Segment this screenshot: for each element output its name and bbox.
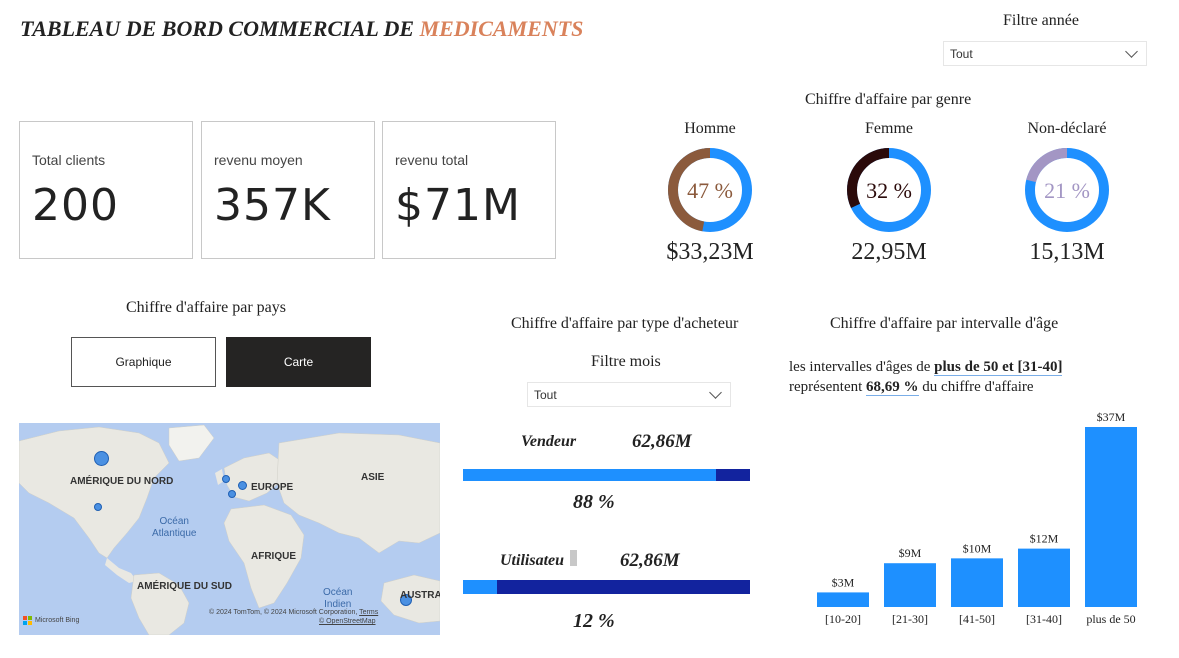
buyer-bar-fill (463, 580, 498, 594)
donut-percent: 47 % (687, 178, 733, 203)
chart-view-button[interactable]: Graphique (71, 337, 216, 387)
map-label-australia: AUSTRA (400, 590, 440, 601)
kpi-label: Total clients (32, 152, 106, 168)
kpi-value: 357K (214, 180, 331, 231)
map-ocean-atlantic: Océan Atlantique (152, 516, 197, 539)
country-section-title: Chiffre d'affaire par pays (126, 299, 286, 316)
revenue-map[interactable]: AMÉRIQUE DU NORD EUROPE ASIE AFRIQUE AMÉ… (19, 423, 440, 635)
kpi-total-clients: Total clients 200 (19, 121, 193, 259)
buyer-amount-utilisateur: 62,86M (620, 550, 680, 571)
age-insight-percent: 68,69 % (866, 379, 919, 396)
donut-share-arc (668, 148, 752, 232)
age-bar-data-label: $12M (1030, 532, 1059, 546)
donut-chart: 32 % (847, 148, 931, 232)
donut-percent: 21 % (1044, 178, 1090, 203)
buyer-label-utilisateur: Utilisateu (500, 552, 565, 569)
age-insight-highlight: plus de 50 et [31-40] (934, 359, 1063, 376)
map-label-europe: EUROPE (251, 482, 294, 493)
buyer-bar-vendeur (463, 469, 750, 481)
map-copyright: © 2024 TomTom, © 2024 Microsoft Corporat… (209, 609, 379, 616)
chevron-down-icon (709, 385, 722, 399)
age-category-label: [10-20] (825, 612, 861, 626)
month-filter-label: Filtre mois (591, 353, 661, 370)
gender-femme: Femme 32 % 22,95M (829, 120, 949, 266)
donut-chart: 21 % (1025, 148, 1109, 232)
buyer-bar-rest (463, 580, 750, 594)
month-filter-value: Tout (534, 387, 557, 402)
kpi-revenu-total: revenu total $71M (382, 121, 556, 259)
gender-amount: 22,95M (851, 239, 927, 265)
age-insight-line2: représentent 68,69 % du chiffre d'affair… (789, 379, 1034, 396)
age-bar[interactable] (817, 592, 869, 607)
donut-chart: 47 % (668, 148, 752, 232)
map-bubble[interactable] (400, 594, 412, 606)
map-ocean-indian: Océan Indien (323, 587, 353, 610)
age-category-label: [41-50] (959, 612, 995, 626)
buyer-bar-utilisateur (463, 580, 750, 594)
buyer-percent-utilisateur: 12 % (573, 610, 615, 632)
age-insight-line1: les intervalles d'âges de plus de 50 et … (789, 359, 1063, 376)
kpi-label: revenu total (395, 152, 469, 168)
map-brand: Microsoft Bing (23, 616, 79, 625)
kpi-revenu-moyen: revenu moyen 357K (201, 121, 375, 259)
gender-label: Non-déclaré (1027, 120, 1107, 137)
gender-homme: Homme 47 % $33,23M (650, 120, 770, 266)
map-osm-link[interactable]: © OpenStreetMap (319, 618, 376, 625)
buyer-bar-fill (463, 469, 716, 481)
map-bubble[interactable] (94, 451, 109, 466)
map-land (19, 424, 440, 635)
map-bubble[interactable] (238, 481, 247, 490)
map-label-africa: AFRIQUE (251, 551, 296, 562)
buyer-label-vendeur: Vendeur (521, 433, 577, 450)
age-category-label: [21-30] (892, 612, 928, 626)
age-bar-data-label: $10M (963, 541, 992, 555)
map-terms-link[interactable]: Terms (359, 609, 379, 616)
map-bubble[interactable] (94, 503, 102, 511)
year-filter-label: Filtre année (1003, 12, 1079, 29)
map-bubble[interactable] (222, 475, 230, 483)
age-bar[interactable] (951, 558, 1003, 607)
donut-share-arc (847, 148, 931, 232)
map-label-south-america: AMÉRIQUE DU SUD (137, 581, 233, 592)
kpi-value: $71M (395, 180, 521, 231)
kpi-label: revenu moyen (214, 152, 303, 168)
age-category-label: plus de 50 (1086, 612, 1135, 626)
gender-label: Femme (865, 120, 913, 137)
year-filter-dropdown[interactable]: Tout (943, 41, 1147, 66)
map-label-north-america: AMÉRIQUE DU NORD (70, 476, 174, 487)
buyer-section-title: Chiffre d'affaire par type d'acheteur (511, 315, 739, 332)
donut-share-arc (1025, 148, 1109, 232)
donut-percent: 32 % (866, 178, 912, 203)
gender-label: Homme (684, 120, 736, 137)
age-bar-data-label: $9M (899, 546, 922, 560)
age-bar-chart: $3M [10-20] $9M [21-30] $10M [41-50] $12M [31-4… (817, 410, 1137, 626)
month-filter-dropdown[interactable]: Tout (527, 382, 731, 407)
buyer-percent-vendeur: 88 % (573, 491, 615, 513)
age-bar-data-label: $3M (832, 575, 855, 589)
map-bubble[interactable] (228, 490, 236, 498)
age-bar[interactable] (1085, 427, 1137, 607)
age-section-title: Chiffre d'affaire par intervalle d'âge (830, 315, 1059, 332)
gender-amount: 15,13M (1029, 239, 1105, 265)
kpi-value: 200 (32, 180, 119, 231)
age-bar[interactable] (1018, 548, 1070, 607)
chevron-down-icon (1125, 44, 1138, 58)
buyer-amount-vendeur: 62,86M (632, 431, 692, 452)
gender-non-declare: Non-déclaré 21 % 15,13M (999, 120, 1135, 266)
gender-amount: $33,23M (666, 239, 754, 265)
map-view-button[interactable]: Carte (226, 337, 371, 387)
microsoft-logo-icon (23, 616, 32, 625)
map-label-asia: ASIE (361, 472, 385, 483)
year-filter-value: Tout (950, 46, 973, 61)
age-bar[interactable] (884, 563, 936, 607)
age-bar-data-label: $37M (1097, 410, 1126, 424)
age-category-label: [31-40] (1026, 612, 1062, 626)
page-title: TABLEAU DE BORD COMMERCIAL DE MEDICAMENT… (20, 16, 584, 41)
gender-section-title: Chiffre d'affaire par genre (805, 91, 972, 108)
text-cursor-marker (570, 550, 577, 566)
